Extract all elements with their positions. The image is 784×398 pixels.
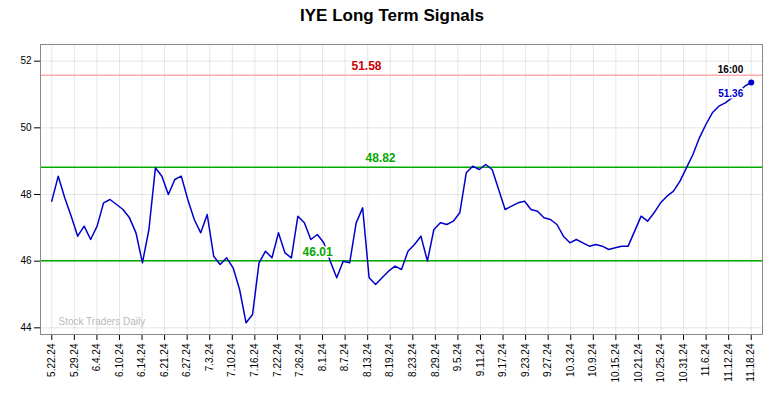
svg-text:51.58: 51.58 — [352, 59, 382, 73]
svg-text:48: 48 — [20, 189, 32, 200]
svg-text:6.14.24: 6.14.24 — [136, 343, 147, 377]
svg-text:6.21.24: 6.21.24 — [159, 343, 170, 377]
svg-text:7.26.24: 7.26.24 — [294, 343, 305, 377]
svg-text:8.13.24: 8.13.24 — [362, 343, 373, 377]
svg-text:7.10.24: 7.10.24 — [226, 343, 237, 377]
svg-text:7.3.24: 7.3.24 — [204, 343, 215, 371]
svg-text:9.11.24: 9.11.24 — [475, 343, 486, 376]
svg-text:10.21.24: 10.21.24 — [633, 343, 644, 382]
svg-text:11.12.24: 11.12.24 — [723, 343, 734, 382]
svg-text:48.82: 48.82 — [366, 151, 396, 165]
svg-text:5.22.24: 5.22.24 — [46, 343, 57, 377]
svg-text:9.5.24: 9.5.24 — [452, 343, 463, 371]
svg-text:8.23.24: 8.23.24 — [407, 343, 418, 377]
svg-text:9.27.24: 9.27.24 — [542, 343, 553, 377]
svg-text:51.36: 51.36 — [718, 88, 743, 99]
svg-text:8.7.24: 8.7.24 — [339, 343, 350, 371]
svg-text:5.29.24: 5.29.24 — [69, 343, 80, 377]
svg-text:8.29.24: 8.29.24 — [430, 343, 441, 377]
svg-text:46.01: 46.01 — [303, 245, 333, 259]
svg-text:10.9.24: 10.9.24 — [587, 343, 598, 377]
svg-text:10.15.24: 10.15.24 — [610, 343, 621, 382]
svg-text:9.23.24: 9.23.24 — [520, 343, 531, 377]
svg-text:10.31.24: 10.31.24 — [678, 343, 689, 382]
svg-text:10.25.24: 10.25.24 — [655, 343, 666, 382]
svg-text:6.4.24: 6.4.24 — [91, 343, 102, 371]
svg-text:16:00: 16:00 — [718, 64, 744, 75]
svg-text:8.19.24: 8.19.24 — [384, 343, 395, 377]
svg-text:6.10.24: 6.10.24 — [114, 343, 125, 377]
svg-text:50: 50 — [20, 122, 32, 133]
svg-text:52: 52 — [20, 55, 32, 66]
svg-text:11.6.24: 11.6.24 — [700, 343, 711, 376]
svg-text:7.22.24: 7.22.24 — [272, 343, 283, 377]
svg-text:9.17.24: 9.17.24 — [497, 343, 508, 377]
svg-text:8.1.24: 8.1.24 — [317, 343, 328, 371]
svg-text:Stock Traders Daily: Stock Traders Daily — [59, 316, 146, 327]
svg-text:10.3.24: 10.3.24 — [565, 343, 576, 377]
svg-text:7.16.24: 7.16.24 — [249, 343, 260, 377]
svg-text:6.27.24: 6.27.24 — [181, 343, 192, 377]
html-text:IYE Long Term Signals: IYE Long Term Signals — [300, 6, 484, 25]
svg-text:11.18.24: 11.18.24 — [745, 343, 756, 382]
svg-text:46: 46 — [20, 255, 32, 266]
svg-text:44: 44 — [20, 322, 32, 333]
